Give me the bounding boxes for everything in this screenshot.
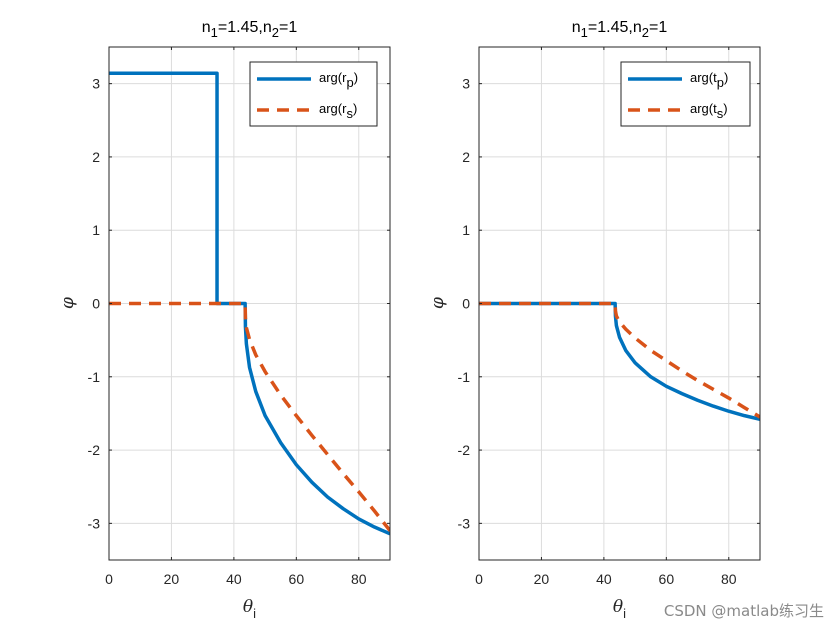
legend-box xyxy=(249,61,378,127)
tick-marks xyxy=(478,47,760,560)
y-axis-label: φ xyxy=(428,297,448,309)
x-tick-label: 80 xyxy=(351,571,367,587)
x-tick-label: 20 xyxy=(164,571,180,587)
x-tick-label: 60 xyxy=(659,571,675,587)
y-tick-label: -3 xyxy=(458,515,471,531)
x-tick-label: 80 xyxy=(721,571,737,587)
x-tick-label: 60 xyxy=(289,571,305,587)
axes-title: n1=1.45,n2=1 xyxy=(572,19,668,40)
y-tick-label: 3 xyxy=(92,76,100,92)
axes-title: n1=1.45,n2=1 xyxy=(202,19,298,40)
y-tick-label: -1 xyxy=(458,369,471,385)
x-tick-label: 40 xyxy=(226,571,242,587)
plot-series xyxy=(109,71,390,536)
plot-series xyxy=(479,301,760,421)
y-tick-label: 1 xyxy=(92,222,100,238)
watermark: CSDN @matlab练习生 xyxy=(664,602,824,620)
x-tick-label: 0 xyxy=(105,571,113,587)
y-tick-label: 2 xyxy=(92,149,100,165)
y-tick-label: -1 xyxy=(88,369,101,385)
y-tick-label: 1 xyxy=(462,222,470,238)
legend-label-arg-ts: arg(ts) xyxy=(690,101,728,121)
grid-lines xyxy=(108,47,390,560)
x-tick-label: 0 xyxy=(475,571,483,587)
series-line-arg-tp xyxy=(479,301,760,421)
legend-box xyxy=(620,61,751,127)
left-axes: n1=1.45,n2=1 θi φ arg(rp) arg(rs) 0 20 40 6… xyxy=(58,19,391,621)
x-tick-label: 40 xyxy=(596,571,612,587)
y-tick-label: 0 xyxy=(462,296,470,312)
x-axis-label: θi xyxy=(613,597,626,621)
y-tick-label: 0 xyxy=(92,296,100,312)
y-tick-label: 3 xyxy=(462,76,470,92)
y-tick-label: -2 xyxy=(458,442,471,458)
legend-label-arg-rs: arg(rs) xyxy=(319,101,357,121)
right-axes: n1=1.45,n2=1 θi φ arg(tp) arg(ts) 0 20 40 6… xyxy=(428,19,761,621)
legend: arg(tp) arg(ts) xyxy=(620,61,751,127)
series-line-arg-ts xyxy=(479,301,760,419)
x-tick-label: 20 xyxy=(534,571,550,587)
legend: arg(rp) arg(rs) xyxy=(249,61,378,127)
legend-label-arg-tp: arg(tp) xyxy=(690,70,728,90)
y-tick-label: -3 xyxy=(88,515,101,531)
tick-marks xyxy=(108,47,390,560)
x-axis-label: θi xyxy=(243,597,256,621)
y-tick-label: -2 xyxy=(88,442,101,458)
legend-label-arg-rp: arg(rp) xyxy=(319,70,358,90)
y-axis-label: φ xyxy=(58,297,78,309)
y-tick-label: 2 xyxy=(462,149,470,165)
